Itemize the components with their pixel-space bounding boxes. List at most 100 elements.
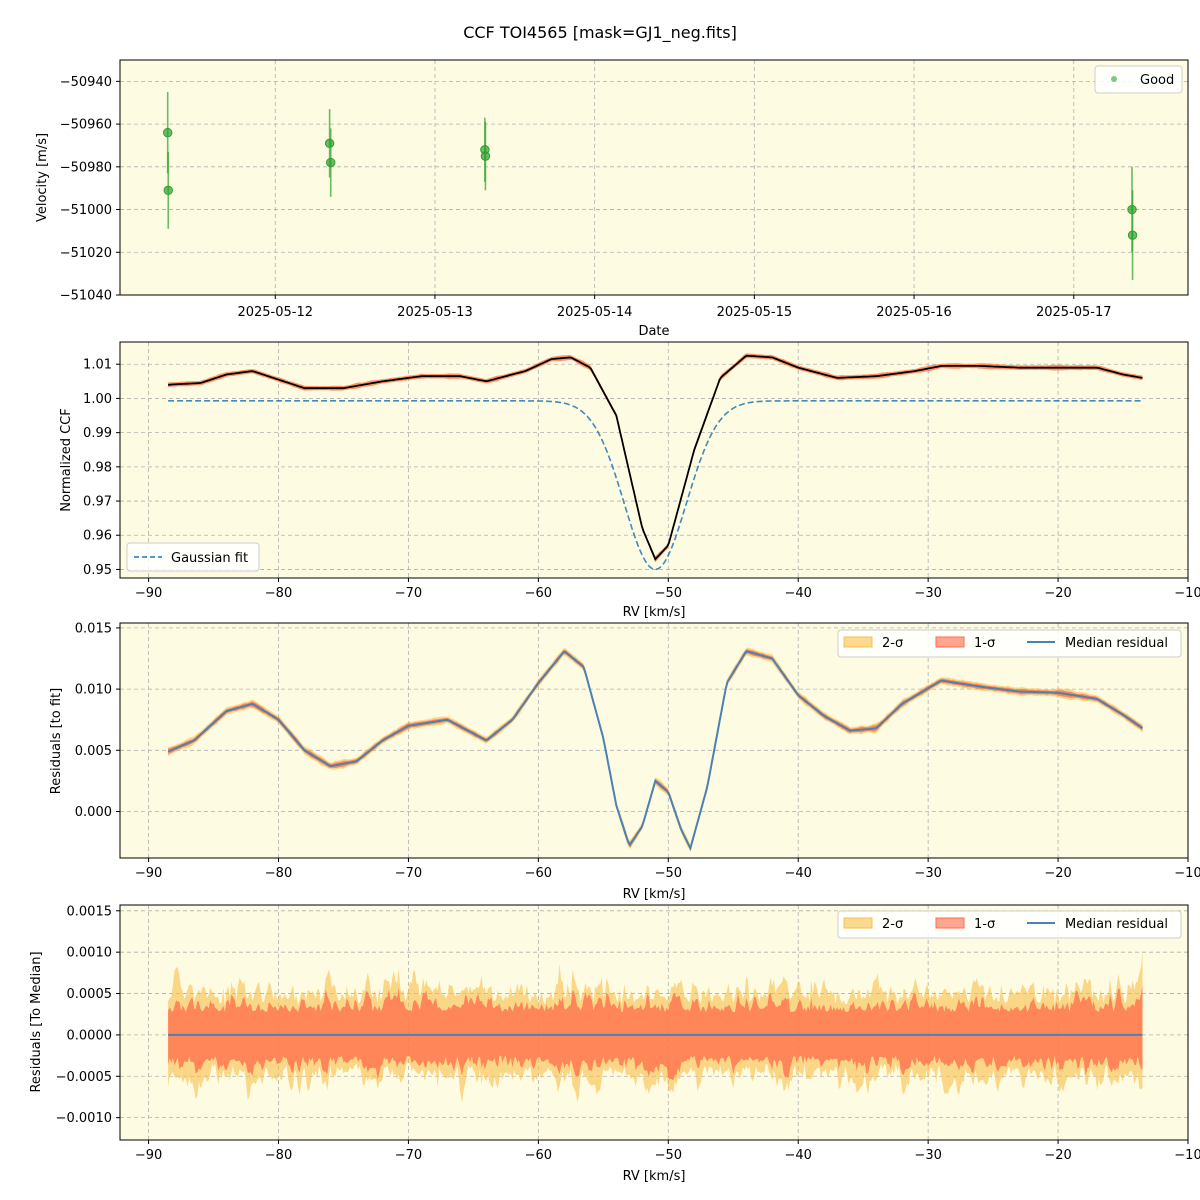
x-tick-label: −80	[265, 1148, 292, 1163]
y-tick-label: 1.00	[83, 392, 112, 407]
x-tick-label: 2025-05-16	[876, 305, 952, 320]
ccf-frame	[119, 341, 1189, 579]
y-tick-label: −50940	[60, 75, 112, 90]
velocity-frame	[119, 59, 1189, 296]
legend-2sigma-swatch	[843, 917, 873, 929]
x-tick-label: −60	[525, 1148, 552, 1163]
legend-2sigma-label: 2-σ	[882, 917, 903, 932]
y-tick-label: 0.0000	[67, 1028, 113, 1043]
x-tick-label: −20	[1044, 586, 1071, 601]
residuals-fit-panel: −90 −80 −70 −60 −50 −40 −30 −20 −10 0.015 0.010 0.0…	[49, 621, 1200, 902]
ccf-xlabel: RV [km/s]	[623, 605, 686, 620]
y-tick-label: 0.005	[75, 744, 112, 759]
y-tick-label: 0.0015	[67, 904, 113, 919]
x-tick-label: −80	[265, 866, 292, 881]
legend-2sigma-swatch	[843, 636, 873, 648]
residuals-median-ticks: −90 −80 −70 −60 −50 −40 −30 −20 −10 0.0015 0.0010 0…	[56, 904, 1200, 1163]
x-tick-label: −60	[525, 866, 552, 881]
residuals-fit-ylabel: Residuals [to fit]	[49, 688, 64, 794]
x-tick-label: 2025-05-12	[237, 305, 313, 320]
ccf-median-line	[168, 354, 1143, 561]
ccf-ticks: −90 −80 −70 −60 −50 −40 −30 −20 −10 1.01 1.00 0.99 0…	[83, 358, 1200, 601]
velocity-ylabel: Velocity [m/s]	[35, 133, 50, 222]
legend-2sigma-label: 2-σ	[882, 636, 903, 651]
x-tick-label: −30	[914, 586, 941, 601]
x-tick-label: −30	[914, 866, 941, 881]
residuals-fit-legend-box	[837, 629, 1182, 658]
x-tick-label: −80	[265, 586, 292, 601]
legend-good-label: Good	[1140, 73, 1174, 88]
legend-1sigma-label: 1-σ	[974, 636, 995, 651]
velocity-point	[163, 185, 173, 196]
residuals-fit-xlabel: RV [km/s]	[623, 887, 686, 902]
x-tick-label: −90	[135, 1148, 162, 1163]
x-tick-label: −70	[395, 586, 422, 601]
velocity-point	[480, 151, 491, 161]
residuals-fit-frame	[119, 622, 1189, 859]
legend-1sigma-swatch	[935, 636, 965, 648]
y-tick-label: 0.0010	[67, 946, 113, 961]
y-tick-label: 0.96	[83, 529, 112, 544]
legend-good-marker	[1111, 76, 1117, 82]
velocity-plot-area	[120, 60, 1188, 295]
velocity-point	[324, 138, 335, 149]
residuals-fit-median-line	[167, 650, 1144, 851]
ccf-legend: Gaussian fit	[126, 542, 260, 572]
legend-median-label: Median residual	[1065, 636, 1168, 651]
y-tick-label: 0.97	[83, 495, 112, 510]
ccf-legend-box	[126, 542, 260, 572]
y-tick-label: 0.0005	[67, 987, 113, 1002]
x-tick-label: −30	[914, 1148, 941, 1163]
y-tick-label: 0.010	[75, 683, 112, 698]
x-tick-label: −10	[1174, 1148, 1200, 1163]
ccf-plot-area	[120, 342, 1188, 578]
velocity-legend-box	[1094, 65, 1183, 94]
y-tick-label: −51000	[60, 203, 112, 218]
velocity-ticks: 2025-05-12 2025-05-13 2025-05-14 2025-05-15…	[60, 75, 1112, 320]
y-tick-label: 0.000	[75, 805, 112, 820]
x-tick-label: −70	[395, 866, 422, 881]
x-tick-label: −40	[785, 866, 812, 881]
ccf-ylabel: Normalized CCF	[59, 408, 74, 512]
x-tick-label: −20	[1044, 1148, 1071, 1163]
x-tick-label: −50	[655, 866, 682, 881]
y-tick-label: 0.99	[83, 426, 112, 441]
velocity-panel: 2025-05-12 2025-05-13 2025-05-14 2025-05-15…	[35, 59, 1189, 339]
velocity-legend: Good	[1094, 65, 1183, 94]
ccf-band	[168, 353, 1143, 563]
x-tick-label: −90	[135, 866, 162, 881]
residuals-fit-series	[167, 647, 1144, 852]
gaussian-fit-line	[168, 400, 1143, 571]
y-tick-label: 0.015	[75, 621, 112, 636]
y-tick-label: 0.95	[83, 563, 112, 578]
residuals-median-frame	[119, 904, 1189, 1141]
x-tick-label: −40	[785, 586, 812, 601]
legend-1sigma-label: 1-σ	[974, 917, 995, 932]
x-tick-label: −50	[655, 586, 682, 601]
legend-median-label: Median residual	[1065, 917, 1168, 932]
y-tick-label: −50960	[60, 118, 112, 133]
y-tick-label: −50980	[60, 160, 112, 175]
x-tick-label: −60	[525, 586, 552, 601]
velocity-series	[162, 92, 1138, 281]
legend-gaussian-label: Gaussian fit	[171, 551, 248, 566]
residuals-median-legend-box	[837, 910, 1182, 939]
y-tick-label: −51020	[60, 246, 112, 261]
y-tick-label: 1.01	[83, 358, 112, 373]
residuals-fit-ticks: −90 −80 −70 −60 −50 −40 −30 −20 −10 0.015 0.010 0.0…	[75, 621, 1200, 881]
y-tick-label: −0.0005	[56, 1070, 112, 1085]
x-tick-label: 2025-05-14	[557, 305, 633, 320]
residuals-median-panel: −90 −80 −70 −60 −50 −40 −30 −20 −10 0.0015 0.0010 0…	[29, 904, 1200, 1184]
y-tick-label: −51040	[60, 289, 112, 304]
x-tick-label: −10	[1174, 586, 1200, 601]
legend-1sigma-swatch	[935, 917, 965, 929]
x-tick-label: −10	[1174, 866, 1200, 881]
y-tick-label: 0.98	[83, 460, 112, 475]
y-tick-label: −0.0010	[56, 1111, 112, 1126]
ccf-series	[168, 353, 1143, 571]
residuals-median-xlabel: RV [km/s]	[623, 1169, 686, 1184]
x-tick-label: 2025-05-15	[717, 305, 793, 320]
residuals-median-series	[168, 951, 1143, 1103]
x-tick-label: −50	[655, 1148, 682, 1163]
